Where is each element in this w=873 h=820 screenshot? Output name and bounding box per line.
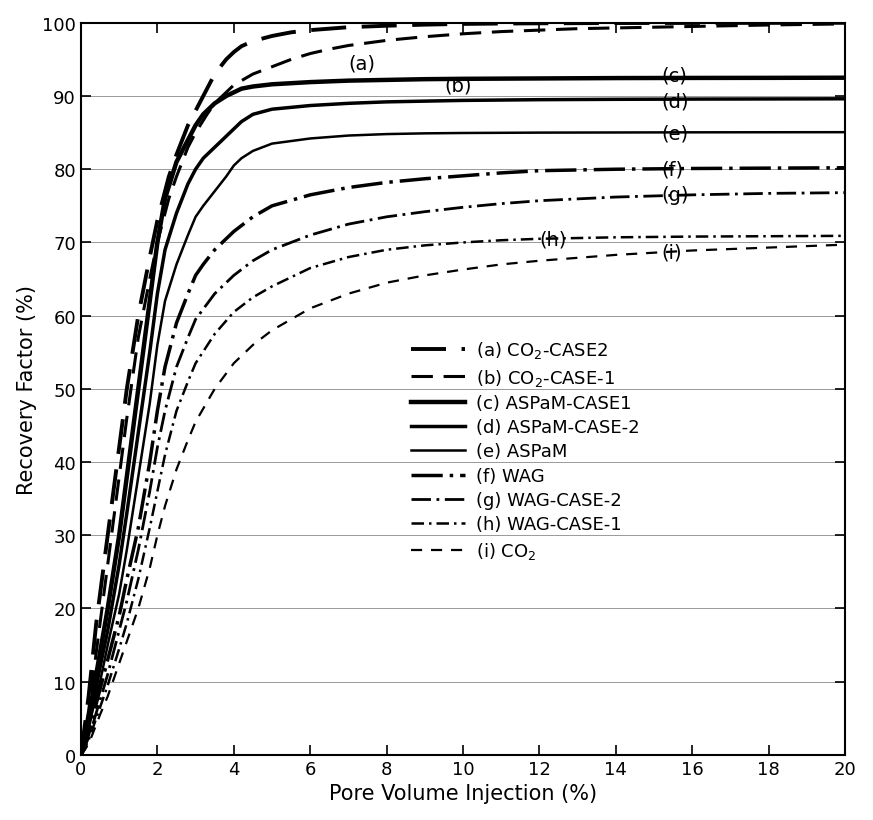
Text: (b): (b) — [443, 76, 471, 95]
Text: (c): (c) — [662, 66, 687, 86]
Text: (i): (i) — [662, 243, 682, 262]
Text: (a): (a) — [348, 54, 375, 73]
Legend: (a) CO$_2$-CASE2, (b) CO$_2$-CASE-1, (c) ASPaM-CASE1, (d) ASPaM-CASE-2, (e) ASPa: (a) CO$_2$-CASE2, (b) CO$_2$-CASE-1, (c)… — [411, 339, 639, 561]
Y-axis label: Recovery Factor (%): Recovery Factor (%) — [17, 285, 37, 494]
Text: (e): (e) — [662, 125, 689, 144]
Text: (d): (d) — [662, 93, 689, 112]
Text: (g): (g) — [662, 186, 689, 205]
X-axis label: Pore Volume Injection (%): Pore Volume Injection (%) — [329, 783, 597, 804]
Text: (f): (f) — [662, 161, 684, 180]
Text: (h): (h) — [540, 230, 567, 249]
